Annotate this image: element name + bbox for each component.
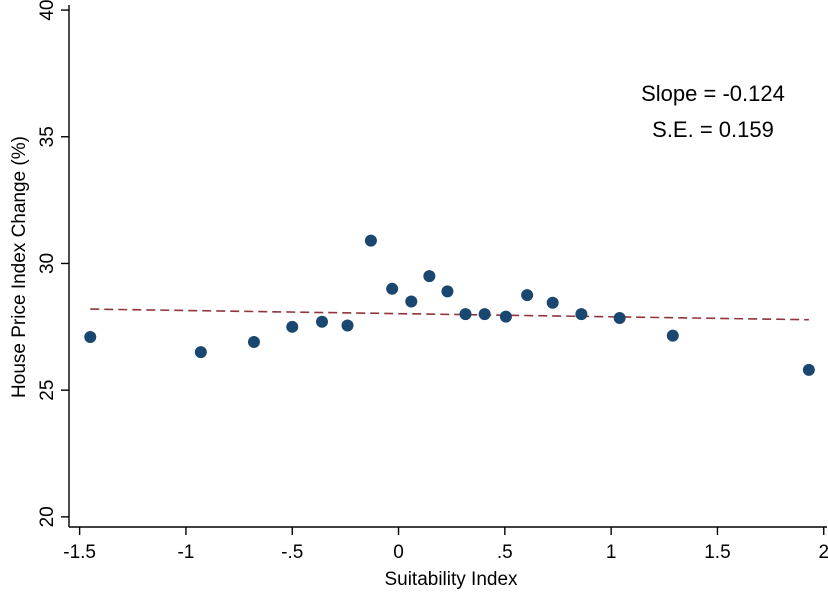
- scatter-point: [521, 289, 534, 302]
- scatter-point: [386, 282, 399, 295]
- x-tick-label: -.5: [281, 542, 303, 563]
- y-tick-label: 40: [37, 0, 58, 21]
- x-tick-label: 0: [393, 542, 404, 563]
- scatter-point: [194, 346, 207, 359]
- plot-area: [84, 234, 815, 376]
- se-annotation: S.E. = 0.159: [652, 117, 774, 142]
- scatter-point: [499, 310, 512, 323]
- scatter-point: [546, 296, 559, 309]
- x-axis-ticks: -1.5 -1 -.5 0 .5 1 1.5 2: [63, 527, 828, 563]
- scatter-point: [341, 319, 354, 332]
- x-tick-label: -1: [177, 542, 194, 563]
- scatter-point: [666, 329, 679, 342]
- scatter-point: [316, 315, 328, 328]
- scatter-point: [364, 234, 377, 247]
- x-tick-label: 1: [606, 542, 617, 563]
- x-axis-title: Suitability Index: [384, 569, 518, 590]
- scatter-point: [286, 320, 299, 333]
- y-tick-label: 35: [37, 126, 58, 147]
- scatter-point: [802, 363, 815, 376]
- fit-line: [90, 308, 809, 321]
- y-tick-label: 30: [37, 253, 58, 274]
- scatter-point: [613, 311, 626, 324]
- x-tick-label: 2: [818, 542, 828, 563]
- scatter-point: [423, 270, 436, 283]
- x-tick-label: 1.5: [704, 542, 730, 563]
- x-tick-label: -1.5: [63, 542, 96, 563]
- slope-annotation: Slope = -0.124: [641, 81, 785, 106]
- scatter-point: [405, 295, 418, 308]
- x-tick-label: .5: [497, 542, 513, 563]
- scatter-point: [575, 308, 588, 321]
- scatter-point: [84, 330, 97, 343]
- scatter-point: [247, 336, 260, 349]
- scatter-point: [478, 308, 491, 321]
- y-tick-label: 25: [37, 380, 58, 401]
- y-axis-title: House Price Index Change (%): [9, 136, 30, 398]
- y-tick-label: 20: [37, 506, 58, 527]
- scatter-point: [459, 308, 472, 321]
- y-axis-ticks: 20 25 30 35 40: [37, 0, 69, 527]
- scatter-point: [441, 285, 454, 298]
